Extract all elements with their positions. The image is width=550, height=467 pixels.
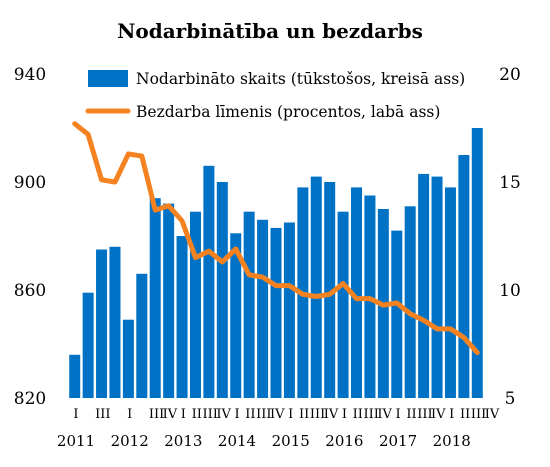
- x-quarter-label: IV: [163, 407, 178, 422]
- right-tick-label: 10: [499, 281, 521, 301]
- left-tick-label: 820: [14, 389, 46, 409]
- bar: [405, 206, 416, 398]
- bar: [96, 250, 107, 399]
- x-quarter-label: II: [299, 407, 309, 422]
- x-quarter-label: II: [192, 407, 202, 422]
- x-quarter-label: I: [395, 407, 400, 422]
- bar: [458, 155, 469, 398]
- x-quarter-label: II: [353, 407, 363, 422]
- bar: [271, 228, 282, 398]
- x-quarter-label: II: [460, 407, 470, 422]
- x-quarter-label: I: [288, 407, 293, 422]
- right-tick-label: 20: [499, 65, 521, 85]
- left-axis: 820 860 900 940: [14, 65, 46, 409]
- x-year-label: 2012: [111, 432, 149, 450]
- x-quarter-label: I: [73, 407, 78, 422]
- left-tick-label: 860: [14, 281, 46, 301]
- x-quarter-label: IV: [324, 407, 339, 422]
- bar: [418, 174, 429, 398]
- bar: [391, 231, 402, 398]
- bar: [284, 223, 295, 399]
- x-quarter-label: IV: [485, 407, 500, 422]
- x-quarter-label: IV: [431, 407, 446, 422]
- x-quarter-label: IV: [270, 407, 285, 422]
- bar: [163, 204, 174, 398]
- x-quarter-label: I: [342, 407, 347, 422]
- bar: [217, 182, 228, 398]
- right-tick-label: 15: [499, 173, 521, 193]
- x-quarter-label: II: [245, 407, 255, 422]
- legend: Nodarbināto skaits (tūkstošos, kreisā as…: [88, 70, 465, 121]
- x-quarter-label: I: [127, 407, 132, 422]
- x-quarter-label: IV: [377, 407, 392, 422]
- x-year-label: 2018: [433, 432, 471, 450]
- left-tick-label: 940: [14, 65, 46, 85]
- bar: [83, 293, 94, 398]
- bar: [190, 212, 201, 398]
- right-tick-label: 5: [505, 389, 516, 409]
- x-year-label: 2016: [325, 432, 363, 450]
- bar: [244, 212, 255, 398]
- bar: [150, 198, 161, 398]
- bar: [69, 355, 80, 398]
- bar: [472, 128, 483, 398]
- bar: [123, 320, 134, 398]
- bar: [432, 177, 443, 398]
- bar: [338, 212, 349, 398]
- x-quarter-label: I: [449, 407, 454, 422]
- legend-label-line: Bezdarba līmenis (procentos, labā ass): [136, 103, 440, 121]
- bar: [203, 166, 214, 398]
- x-year-label: 2017: [379, 432, 417, 450]
- legend-swatch-bar: [88, 70, 128, 87]
- left-tick-label: 900: [14, 173, 46, 193]
- x-quarter-label: II: [406, 407, 416, 422]
- x-year-label: 2015: [272, 432, 310, 450]
- x-year-label: 2011: [57, 432, 95, 450]
- bar: [136, 274, 147, 398]
- bar: [109, 247, 120, 398]
- bar: [311, 177, 322, 398]
- right-axis: 5 10 15 20: [499, 65, 521, 409]
- x-year-label: 2014: [218, 432, 256, 450]
- legend-label-bar: Nodarbināto skaits (tūkstošos, kreisā as…: [136, 70, 465, 88]
- x-year-label: 2013: [164, 432, 202, 450]
- x-quarter-label: I: [181, 407, 186, 422]
- x-quarter-label: IV: [216, 407, 231, 422]
- bar: [257, 220, 268, 398]
- x-quarter-label: I: [234, 407, 239, 422]
- chart-title: Nodarbinātība un bezdarbs: [117, 19, 423, 43]
- x-quarter-label: III: [95, 407, 110, 422]
- bar: [445, 187, 456, 398]
- bars-group: [69, 128, 483, 398]
- bar: [177, 236, 188, 398]
